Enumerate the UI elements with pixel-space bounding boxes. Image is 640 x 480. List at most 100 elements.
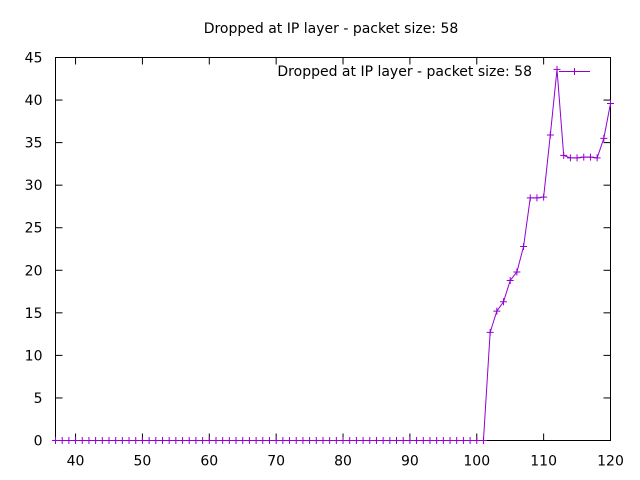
data-point <box>459 437 467 444</box>
data-point <box>413 437 421 444</box>
data-point <box>386 437 394 444</box>
data-point <box>566 154 574 162</box>
data-point <box>265 437 273 444</box>
data-point <box>252 437 260 444</box>
data-point <box>138 437 146 444</box>
data-point <box>85 437 93 444</box>
data-point <box>279 437 287 444</box>
data-point <box>232 437 240 444</box>
data-point <box>172 437 180 444</box>
data-point <box>473 437 481 444</box>
data-point <box>526 194 534 202</box>
data-point <box>192 437 200 444</box>
data-point <box>152 437 160 444</box>
y-tick-label: 25 <box>25 221 43 237</box>
y-tick-label: 35 <box>25 136 43 152</box>
legend: Dropped at IP layer - packet size: 58 <box>277 64 590 80</box>
data-point <box>326 437 334 444</box>
data-point <box>486 328 494 336</box>
data-point <box>339 437 347 444</box>
data-point <box>573 154 581 162</box>
plot-frame <box>55 57 611 441</box>
data-point <box>259 437 267 444</box>
data-point <box>366 437 374 444</box>
data-point <box>466 437 474 444</box>
data-point <box>225 437 233 444</box>
chart-title: Dropped at IP layer - packet size: 58 <box>204 21 459 37</box>
y-axis: 0 5 10 15 20 25 30 35 40 45 <box>25 51 611 450</box>
data-point <box>419 437 427 444</box>
data-point <box>493 307 501 315</box>
data-point <box>513 268 521 276</box>
data-point <box>593 154 601 162</box>
x-tick-label: 90 <box>401 454 419 470</box>
data-point <box>372 437 380 444</box>
data-point <box>446 437 454 444</box>
data-point <box>553 65 561 73</box>
data-point <box>199 437 207 444</box>
data-point <box>98 437 106 444</box>
data-point <box>118 437 126 444</box>
data-point <box>520 242 528 250</box>
x-tick-label: 70 <box>267 454 285 470</box>
data-point <box>65 437 73 444</box>
data-point <box>306 437 314 444</box>
data-point <box>179 437 187 444</box>
legend-marker <box>571 68 578 75</box>
data-point <box>540 193 548 201</box>
y-tick-label: 45 <box>25 51 43 67</box>
data-point <box>319 437 327 444</box>
data-point <box>52 437 59 444</box>
data-point <box>332 437 340 444</box>
data-point <box>406 437 414 444</box>
legend-marker-cross <box>571 68 578 75</box>
data-point <box>58 437 66 444</box>
data-point <box>105 437 113 444</box>
x-tick-label: 40 <box>67 454 85 470</box>
data-point <box>158 437 166 444</box>
data-point <box>219 437 227 444</box>
data-point <box>546 131 554 139</box>
data-point <box>426 437 434 444</box>
data-point <box>506 276 514 284</box>
legend-label: Dropped at IP layer - packet size: 58 <box>277 64 532 80</box>
data-point <box>346 437 354 444</box>
data-point <box>145 437 153 444</box>
data-point <box>500 298 508 306</box>
y-tick-label: 10 <box>25 348 43 364</box>
series-layer <box>52 65 614 444</box>
y-tick-label: 40 <box>25 93 43 109</box>
data-point <box>560 151 568 159</box>
data-point <box>165 437 173 444</box>
data-point <box>299 437 307 444</box>
data-point <box>393 437 401 444</box>
data-point <box>479 437 487 444</box>
data-point <box>286 437 294 444</box>
data-point <box>600 134 608 142</box>
data-point <box>272 437 280 444</box>
x-tick-label: 80 <box>334 454 352 470</box>
data-point <box>292 437 300 444</box>
data-point <box>433 437 441 444</box>
x-tick-label: 110 <box>530 454 557 470</box>
data-point <box>205 437 213 444</box>
x-tick-label: 120 <box>597 454 624 470</box>
data-point <box>580 153 588 161</box>
series-line <box>55 69 611 441</box>
data-point <box>78 437 86 444</box>
data-point <box>439 437 447 444</box>
y-tick-label: 0 <box>34 434 43 450</box>
data-point <box>453 437 461 444</box>
data-point <box>239 437 247 444</box>
x-tick-label: 60 <box>200 454 218 470</box>
y-tick-label: 30 <box>25 178 43 194</box>
x-axis: 40 50 60 70 80 90 100 110 120 <box>67 57 624 470</box>
data-point <box>533 194 541 202</box>
data-point <box>352 437 360 444</box>
data-point <box>185 437 193 444</box>
y-tick-label: 15 <box>25 306 43 322</box>
data-point <box>112 437 120 444</box>
x-tick-label: 50 <box>134 454 152 470</box>
data-point <box>399 437 407 444</box>
